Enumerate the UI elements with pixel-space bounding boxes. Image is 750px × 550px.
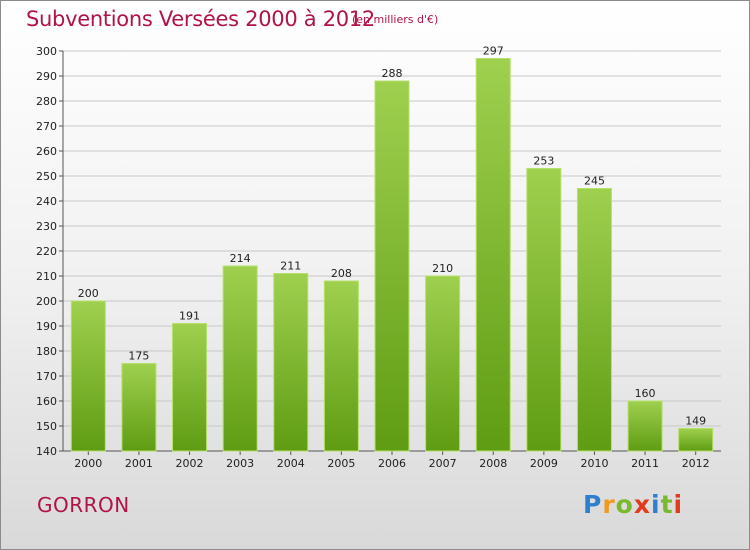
x-tick-label: 2010 bbox=[580, 457, 608, 470]
bar bbox=[576, 188, 612, 452]
y-tick-label: 250 bbox=[36, 170, 57, 183]
bar bbox=[70, 300, 106, 452]
y-tick-label: 280 bbox=[36, 95, 57, 108]
x-tick-label: 2009 bbox=[530, 457, 558, 470]
bar bbox=[678, 428, 714, 452]
y-tick-label: 180 bbox=[36, 345, 57, 358]
data-label: 175 bbox=[128, 350, 149, 363]
x-tick-label: 2004 bbox=[277, 457, 305, 470]
x-tick-label: 2002 bbox=[176, 457, 204, 470]
data-label: 288 bbox=[382, 67, 403, 80]
x-tick-label: 2005 bbox=[327, 457, 355, 470]
bar bbox=[425, 275, 461, 452]
bar bbox=[526, 168, 562, 452]
y-tick-label: 170 bbox=[36, 370, 57, 383]
bar bbox=[475, 58, 511, 452]
data-label: 214 bbox=[230, 252, 251, 265]
commune-name: GORRON bbox=[37, 493, 130, 517]
data-labels: 200 175 191 214 211 208 288 210 297 253 245 160 149 bbox=[78, 45, 706, 428]
data-label: 211 bbox=[280, 260, 301, 273]
logo-letter: i bbox=[673, 490, 684, 519]
logo-letter: t bbox=[660, 490, 674, 519]
proxiti-logo: Proxiti bbox=[583, 490, 683, 519]
logo-letter: P bbox=[583, 490, 603, 519]
logo-letter: x bbox=[633, 490, 651, 519]
bar bbox=[627, 400, 663, 452]
y-tick-label: 140 bbox=[36, 445, 57, 458]
data-label: 160 bbox=[635, 387, 656, 400]
x-tick-label: 2001 bbox=[125, 457, 153, 470]
chart-subtitle: (en milliers d'€) bbox=[352, 13, 439, 26]
data-label: 208 bbox=[331, 267, 352, 280]
y-tick-label: 300 bbox=[36, 45, 57, 58]
y-tick-label: 240 bbox=[36, 195, 57, 208]
chart-title: Subventions Versées 2000 à 2012 bbox=[26, 7, 375, 31]
x-tick-label: 2011 bbox=[631, 457, 659, 470]
x-tick-label: 2003 bbox=[226, 457, 254, 470]
x-tick-label: 2007 bbox=[429, 457, 457, 470]
bar bbox=[273, 273, 309, 452]
y-tick-label: 200 bbox=[36, 295, 57, 308]
y-tick-label: 160 bbox=[36, 395, 57, 408]
data-label: 149 bbox=[685, 415, 706, 428]
data-label: 245 bbox=[584, 175, 605, 188]
data-label: 200 bbox=[78, 287, 99, 300]
bar bbox=[374, 80, 410, 452]
y-tick-label: 210 bbox=[36, 270, 57, 283]
y-tick-label: 290 bbox=[36, 70, 57, 83]
logo-letter: i bbox=[651, 490, 661, 519]
bar bbox=[323, 280, 359, 452]
bars bbox=[70, 58, 714, 452]
data-label: 297 bbox=[483, 45, 504, 58]
x-tick-label: 2000 bbox=[74, 457, 102, 470]
y-tick-label: 260 bbox=[36, 145, 57, 158]
bar bbox=[222, 265, 258, 452]
data-label: 210 bbox=[432, 262, 453, 275]
y-tick-label: 270 bbox=[36, 120, 57, 133]
x-tick-label: 2006 bbox=[378, 457, 406, 470]
bar bbox=[121, 363, 157, 452]
data-label: 191 bbox=[179, 310, 200, 323]
y-tick-label: 190 bbox=[36, 320, 57, 333]
y-tick-label: 220 bbox=[36, 245, 57, 258]
data-label: 253 bbox=[533, 155, 554, 168]
y-tick-label: 150 bbox=[36, 420, 57, 433]
logo-letter: o bbox=[615, 490, 634, 519]
bar bbox=[172, 323, 208, 452]
x-tick-label: 2012 bbox=[682, 457, 710, 470]
y-tick-label: 230 bbox=[36, 220, 57, 233]
x-tick-label: 2008 bbox=[479, 457, 507, 470]
logo-letter: r bbox=[602, 490, 616, 519]
